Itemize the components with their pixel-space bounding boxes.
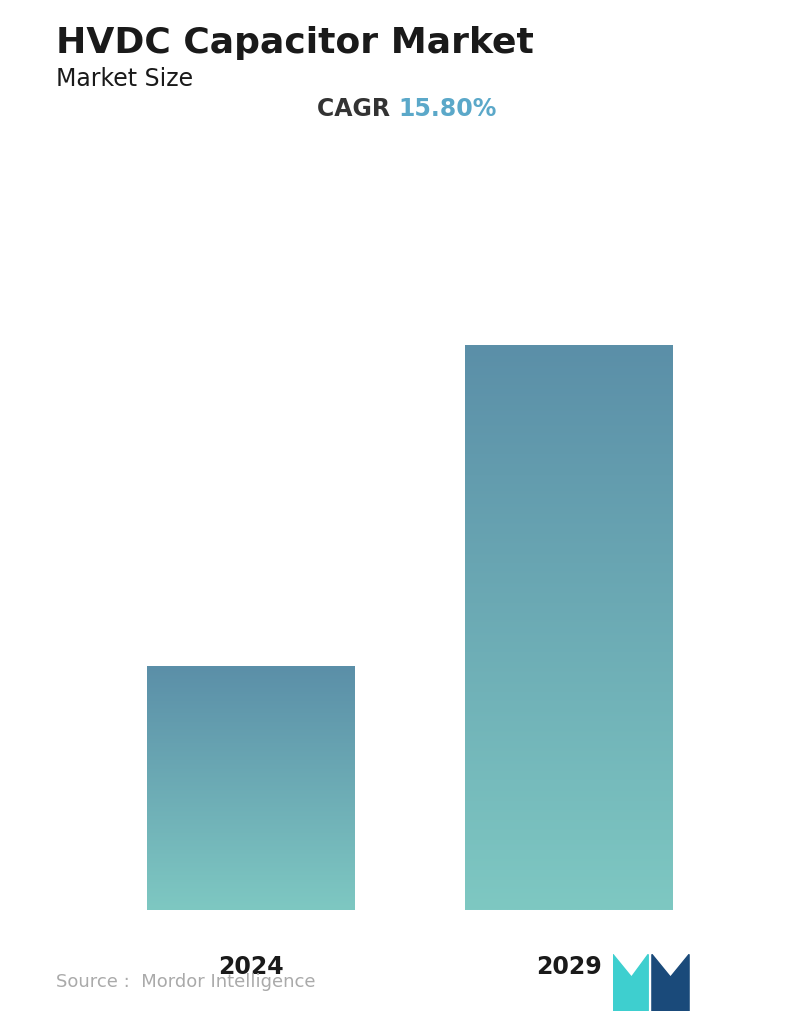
Text: 2029: 2029 xyxy=(537,954,602,979)
Text: 2024: 2024 xyxy=(218,954,283,979)
Polygon shape xyxy=(613,954,648,1011)
Text: HVDC Capacitor Market: HVDC Capacitor Market xyxy=(56,26,533,60)
Polygon shape xyxy=(652,954,689,1011)
Text: CAGR: CAGR xyxy=(317,96,398,121)
Text: Market Size: Market Size xyxy=(56,67,193,91)
Text: 15.80%: 15.80% xyxy=(398,96,497,121)
Text: Source :  Mordor Intelligence: Source : Mordor Intelligence xyxy=(56,973,315,992)
